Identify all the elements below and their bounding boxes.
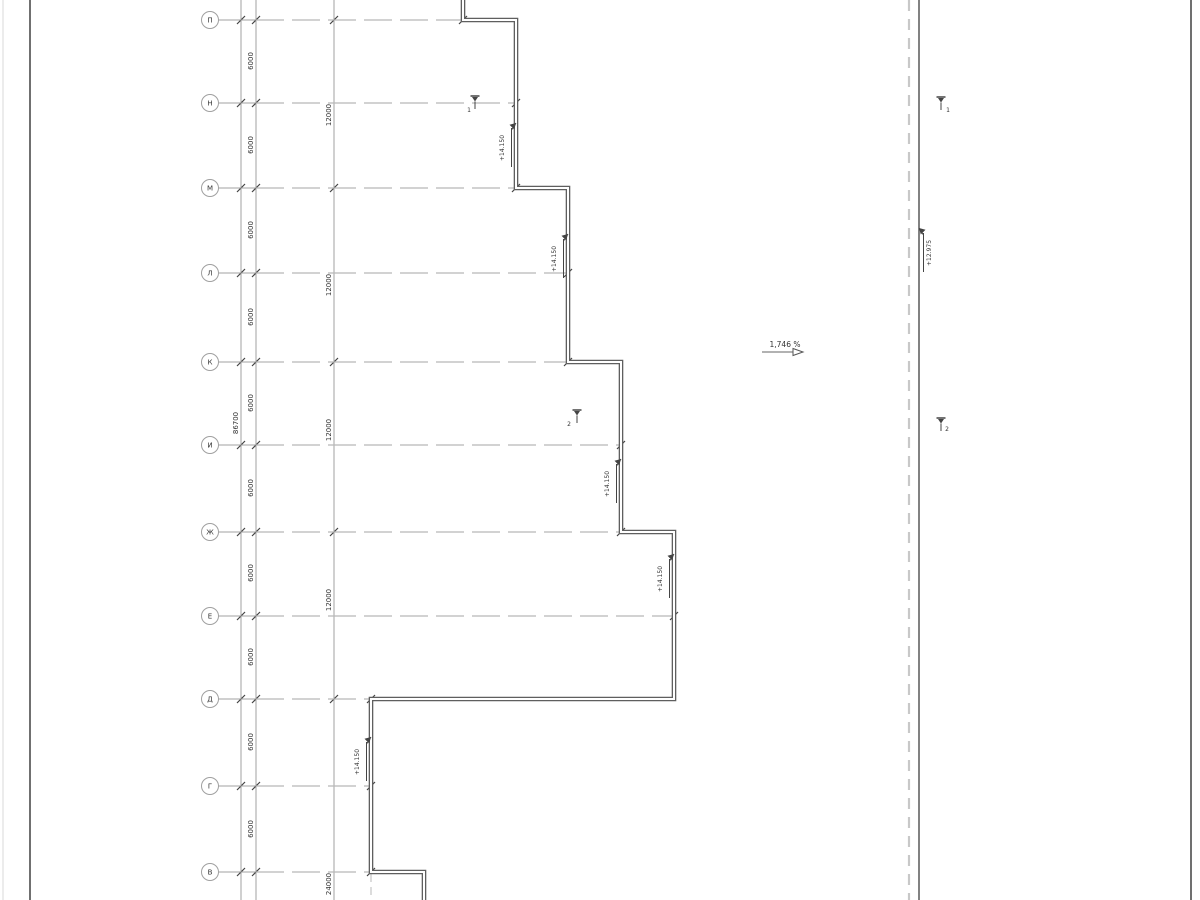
axis-label: Г [208,783,212,791]
elevation-mark: +14.150 [354,736,372,781]
grid-axis-row: В [201,863,376,881]
roof-drain-icon [936,96,946,110]
roof-drain-icon [572,409,582,423]
dimension-chain-bays-6000: 6000 6000 6000 6000 6000 6000 6000 6000 6000 6000 [247,0,261,900]
elevation-value: +14.150 [657,566,664,592]
grid-axis-row: И [201,436,626,454]
axis-label: В [208,869,213,877]
grid-axis-row: Л [201,264,573,282]
axis-bubble [201,264,219,282]
roof-outline [368,0,677,900]
axis-bubble [201,179,219,197]
axis-label: Е [208,613,212,621]
elevation-arrow-icon [561,234,568,241]
dimension-chain-bays-12000: 12000 12000 12000 12000 24000 [325,0,339,900]
dimension-label: 6000 [247,52,255,70]
roof-outline-gap [370,0,675,900]
elevation-arrow-icon [667,554,674,561]
roof-drain-mark: 1 [936,96,950,114]
elevation-mark: +14.150 [604,458,622,503]
roof-outline-outer [368,0,677,900]
roof-drain-number: 1 [467,107,471,114]
dimension-label: 6000 [247,820,255,838]
grid-axis-row: М [201,179,521,197]
dimension-chain-overall: 86700 [232,0,246,900]
elevation-mark: +14.150 [657,553,675,598]
dimension-label: 6000 [247,221,255,239]
elevation-value: +14.150 [499,135,506,161]
dimension-label: 6000 [247,648,255,666]
grid-axis-row: К [201,353,573,371]
slope-annotation: 1,746 % [762,340,805,357]
dimension-label: 86700 [232,412,240,434]
axis-bubble [201,94,219,112]
elevation-mark: +12.975 [918,227,933,272]
dimension-label: 6000 [247,308,255,326]
dimension-label: 6000 [247,564,255,582]
axis-label: Н [207,100,212,108]
roof-drain-number: 2 [567,421,571,428]
grid-axis-row: Г [201,777,376,795]
elevation-mark: +14.150 [551,233,569,278]
slope-arrow-icon [792,347,805,357]
roof-drain-icon [470,95,480,109]
dimension-label: 12000 [325,419,333,441]
axis-label: Ж [206,529,214,537]
slope-value: 1,746 % [770,340,801,349]
dimension-label: 6000 [247,479,255,497]
axis-bubble [201,11,219,29]
roof-drain-mark: 1 [467,95,480,114]
dimension-label: 12000 [325,104,333,126]
axis-bubble [201,777,219,795]
axis-label: Д [207,696,213,704]
elevation-value: +14.150 [551,246,558,272]
roof-drain-mark: 2 [567,409,582,428]
roof-drain-number: 1 [946,107,950,114]
axis-label: М [207,185,213,193]
elevation-arrow-icon [509,123,516,130]
axis-label: Л [207,270,212,278]
axis-label: К [208,359,213,367]
grid-axis-row: Д [201,690,376,708]
roof-drain-icon [936,417,946,431]
dimension-label: 24000 [325,873,333,895]
elevation-value: +14.150 [354,749,361,775]
axis-bubble [201,353,219,371]
axis-bubble [201,863,219,881]
dimension-label: 6000 [247,733,255,751]
axis-bubble [201,690,219,708]
elevation-value: +14.150 [604,471,611,497]
axis-label: П [207,17,212,25]
axis-label: И [207,442,212,450]
elevation-value: +12.975 [926,240,933,266]
grid-axis-row: Н [201,94,521,112]
axis-bubble [201,607,219,625]
dimension-label: 6000 [247,136,255,154]
roof-drain-number: 2 [945,426,949,433]
grid-axis-row: Ж [201,523,626,541]
elevation-mark: +14.150 [499,122,517,167]
elevation-arrow-icon [919,228,926,235]
elevation-arrow-icon [614,459,621,466]
dimension-label: 6000 [247,394,255,412]
elevation-arrow-icon [364,737,371,744]
roof-drain-mark: 2 [936,417,949,433]
axis-bubble [201,523,219,541]
dimension-label: 12000 [325,274,333,296]
axis-bubble [201,436,219,454]
grid-axis-row: Е [201,607,679,625]
dimension-label: 12000 [325,589,333,611]
